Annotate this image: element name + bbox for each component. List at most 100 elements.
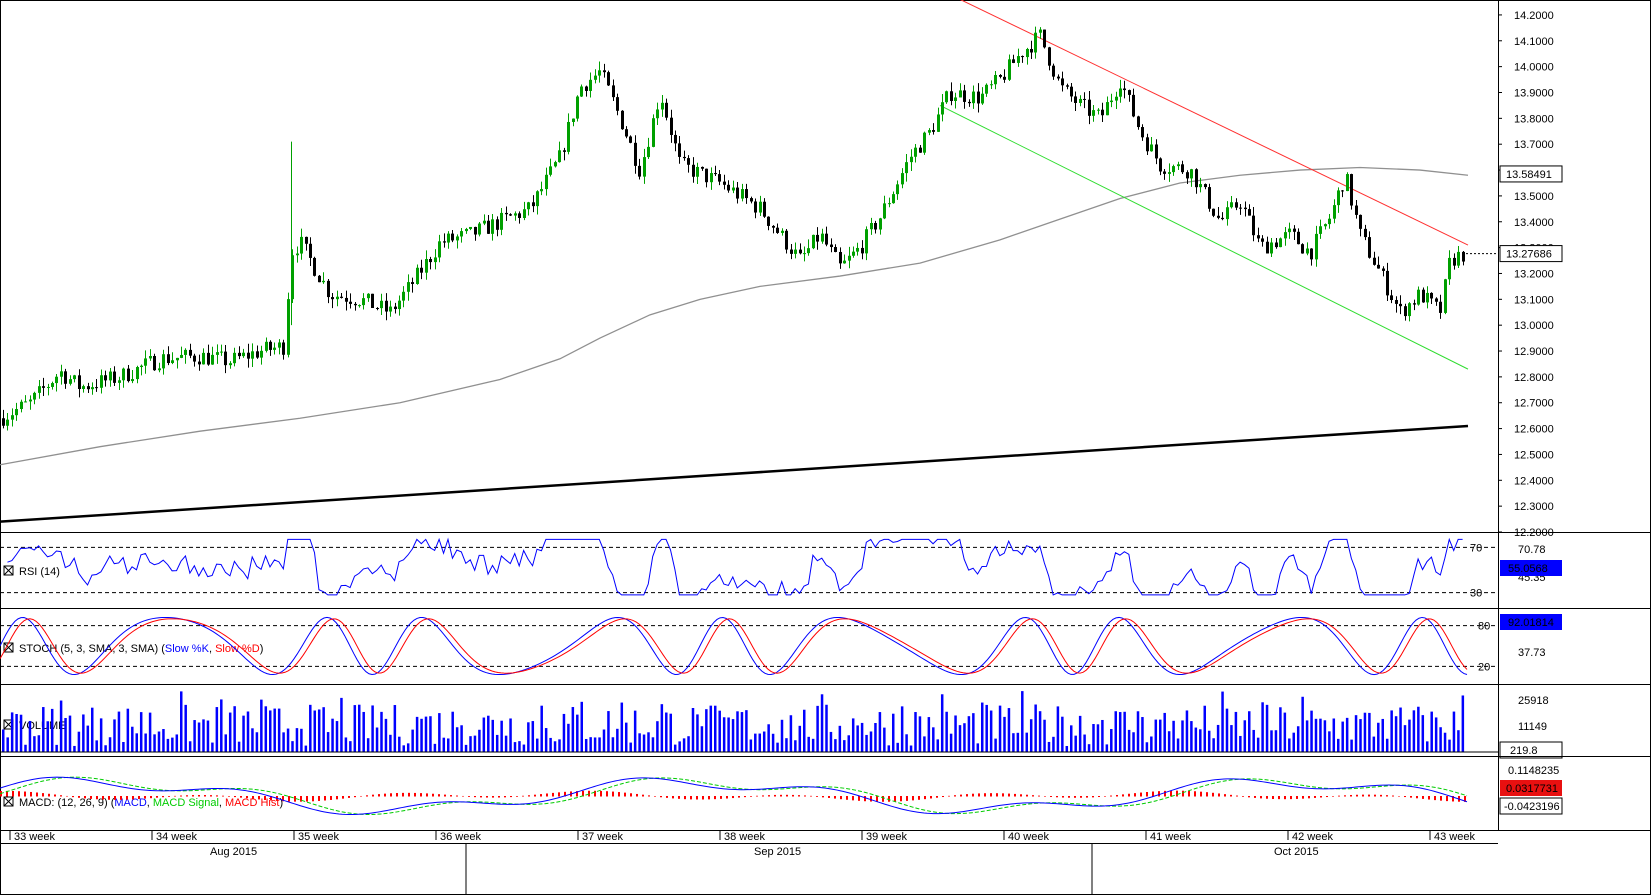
support-trendline	[0, 424, 1469, 523]
volume-bar	[1101, 719, 1104, 752]
macd-hist-bar	[966, 794, 968, 797]
volume-bar	[344, 737, 348, 752]
macd-hist-bar	[456, 795, 458, 797]
volume-bar	[736, 711, 739, 752]
candle-body	[273, 347, 276, 350]
volume-bar	[1319, 718, 1322, 752]
macd-hist-bar	[708, 796, 710, 800]
volume-bar	[682, 738, 686, 752]
candle-body	[411, 282, 414, 284]
candle-body	[269, 341, 272, 350]
candle-body	[518, 213, 521, 218]
candle-body	[1261, 238, 1264, 242]
candle-body	[1346, 174, 1349, 192]
volume-bar	[491, 719, 494, 752]
macd-hist-bar	[1074, 796, 1076, 798]
macd-hist-bar	[1122, 794, 1124, 797]
macd-hist-bar	[312, 796, 314, 802]
volume-bar	[15, 714, 18, 752]
volume-bar	[522, 744, 526, 752]
volume-bar	[1012, 733, 1015, 752]
candle-body	[803, 253, 806, 255]
candle-body	[1257, 235, 1260, 239]
volume-bar	[896, 742, 899, 752]
volume-bar	[865, 734, 868, 752]
volume-bar	[322, 707, 325, 752]
macd-hist-bar	[402, 792, 404, 797]
rsi-close-box[interactable]	[3, 565, 14, 576]
candle-body	[256, 351, 259, 358]
macd-hist-bar	[738, 796, 740, 798]
macd-hist-bar	[756, 795, 758, 797]
macd-close-box[interactable]	[3, 796, 14, 807]
macd-legend-hist: MACD Hist	[225, 797, 279, 809]
volume-bar	[914, 712, 917, 752]
macd-hist-bar	[1248, 796, 1250, 798]
macd-hist-bar	[1176, 790, 1178, 797]
volume-bar	[1194, 727, 1198, 752]
candle-body	[1297, 231, 1300, 245]
volume-bar	[291, 741, 294, 752]
volume-bar	[37, 735, 41, 752]
candle-body	[1061, 78, 1064, 86]
candle-body	[1293, 228, 1296, 232]
macd-hist-bar	[1230, 794, 1232, 797]
candle-body	[420, 267, 423, 273]
volume-bar	[317, 709, 321, 752]
candle-body	[1088, 99, 1091, 116]
candle-body	[322, 280, 325, 283]
price-badge-box	[1499, 245, 1563, 263]
macd-hist-bar	[1200, 791, 1202, 797]
candle-body	[87, 386, 90, 390]
volume-bar	[1167, 731, 1171, 752]
candle-body	[585, 86, 588, 91]
volume-bar	[28, 720, 32, 752]
macd-hist-bar	[666, 796, 668, 798]
candle-body	[950, 91, 953, 101]
x-month-label: Oct 2015	[1274, 846, 1319, 858]
macd-hist-bar	[1422, 796, 1424, 799]
volume-bar	[433, 743, 437, 752]
volume-bar	[1385, 738, 1389, 752]
macd-hist-bar	[1110, 795, 1112, 797]
volume-bar	[438, 713, 441, 752]
volume-bar	[998, 705, 1002, 752]
macd-hist-bar	[1026, 794, 1028, 797]
candle-body	[1444, 279, 1447, 313]
y-tick-label: 12.8000	[1514, 372, 1554, 384]
macd-hist-bar	[1380, 794, 1382, 797]
macd-legend-open: (	[108, 797, 115, 809]
y-tick-label: 13.1000	[1514, 294, 1554, 306]
volume-bar	[464, 744, 468, 752]
candle-body	[358, 305, 361, 307]
volume-bar	[260, 699, 263, 752]
volume-bar	[108, 737, 112, 752]
macd-hist-bar	[1464, 796, 1466, 802]
x-week-label: 37 week	[582, 831, 623, 843]
macd-hist-bar	[558, 792, 560, 797]
volume-bar	[1007, 708, 1011, 752]
macd-hist-bar	[1308, 796, 1310, 799]
macd-hist-bar	[510, 796, 512, 798]
volume-bar	[24, 744, 27, 752]
candle-body	[781, 230, 784, 233]
macd-hist-bar	[1158, 791, 1160, 797]
macd-hist-bar	[360, 795, 362, 797]
volume-bar	[33, 736, 36, 752]
volume-bar	[847, 735, 850, 752]
candle-body	[598, 70, 601, 76]
macd-hist-bar	[408, 792, 410, 797]
candle-body	[296, 253, 299, 256]
candle-body	[109, 371, 112, 381]
volume-bar	[709, 705, 713, 752]
macd-hist-bar	[972, 793, 974, 797]
volume-bar	[767, 724, 770, 752]
candle-body	[1155, 144, 1158, 159]
volume-bar	[1261, 702, 1264, 752]
volume-bar	[126, 708, 130, 752]
volume-bar	[1399, 707, 1402, 752]
macd-hist-bar	[678, 796, 680, 799]
macd-close-box-x2	[3, 796, 14, 807]
rsi-badge-label: 55.0568	[1508, 563, 1548, 575]
volume-bar	[976, 743, 980, 752]
